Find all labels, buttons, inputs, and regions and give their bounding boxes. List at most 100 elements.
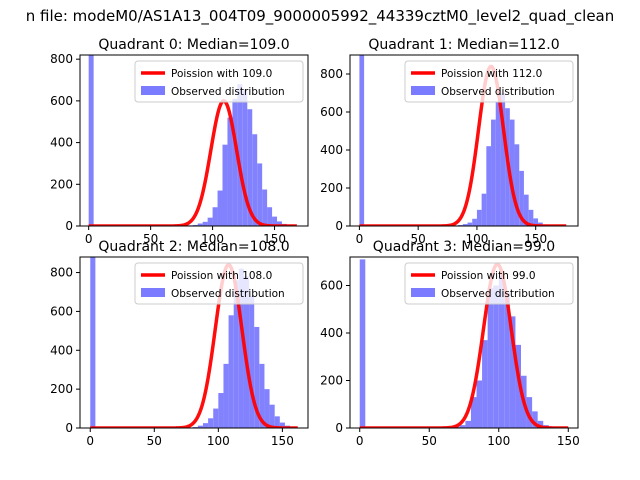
y-tick-label: 800 bbox=[50, 266, 73, 280]
y-tick-label: 400 bbox=[50, 136, 73, 150]
y-tick-label: 200 bbox=[320, 374, 343, 388]
histogram-bar bbox=[257, 163, 263, 226]
y-tick-label: 400 bbox=[320, 326, 343, 340]
legend-box bbox=[134, 262, 304, 305]
y-tick-label: 400 bbox=[320, 143, 343, 157]
legend-histogram-swatch bbox=[411, 288, 435, 297]
panel-title: Quadrant 1: Median=112.0 bbox=[368, 37, 559, 53]
histogram-bar bbox=[242, 90, 248, 226]
histogram-bar bbox=[476, 209, 482, 226]
histogram-bar bbox=[90, 257, 96, 428]
legend-histogram-label: Observed distribution bbox=[171, 86, 285, 98]
histogram-bar bbox=[218, 393, 224, 428]
histogram-bar bbox=[509, 316, 516, 428]
histogram-bar bbox=[208, 418, 214, 428]
histogram-bar bbox=[247, 109, 253, 226]
x-tick-label: 50 bbox=[411, 232, 426, 246]
histogram-bar bbox=[523, 194, 529, 226]
y-tick-label: 0 bbox=[65, 421, 73, 435]
histogram-bar bbox=[202, 423, 209, 428]
histogram-bar bbox=[279, 422, 285, 428]
poisson-fit-line bbox=[358, 64, 568, 226]
histogram-bar bbox=[272, 216, 278, 226]
histogram-bar bbox=[232, 98, 238, 226]
histogram-bar bbox=[514, 144, 520, 226]
legend: Poission with 112.0 Observed distribution bbox=[404, 60, 574, 103]
histogram-bar bbox=[504, 292, 510, 428]
histogram-bar bbox=[462, 224, 468, 226]
histogram-bar bbox=[533, 218, 539, 226]
histogram-bar bbox=[207, 217, 213, 226]
legend-fit-label: Poission with 109.0 bbox=[171, 68, 272, 80]
histogram-bar bbox=[274, 416, 280, 428]
x-tick-label: 50 bbox=[422, 434, 437, 448]
histogram-bar bbox=[498, 276, 505, 428]
legend: Poission with 108.0 Observed distribution bbox=[134, 262, 304, 305]
histogram-bar bbox=[252, 134, 258, 226]
axes-frame bbox=[79, 256, 309, 429]
y-tick-label: 200 bbox=[320, 181, 343, 195]
histogram-bar bbox=[470, 397, 477, 428]
legend-fit-label: Poission with 108.0 bbox=[171, 270, 272, 282]
chart-panel-0: 0 50 100 150 0 200 400 600 800 Quadrant 0: Median… bbox=[50, 37, 309, 246]
axes-frame bbox=[79, 54, 309, 227]
chart-panel-1: 0 50 100 150 0 200 400 600 800 Quadrant 1: Median… bbox=[320, 37, 579, 246]
x-tick-label: 100 bbox=[487, 434, 510, 448]
histogram-bar bbox=[197, 425, 203, 428]
histogram-bar bbox=[532, 411, 538, 428]
histogram-bar bbox=[491, 119, 496, 226]
figure-title: n file: modeM0/AS1A13_004T09_9000005992_… bbox=[26, 7, 615, 26]
x-tick-label: 150 bbox=[263, 232, 286, 246]
histogram-bar bbox=[493, 285, 499, 428]
y-tick-label: 0 bbox=[65, 219, 73, 233]
x-tick-label: 100 bbox=[201, 232, 224, 246]
x-tick-label: 150 bbox=[557, 434, 580, 448]
histogram-bar bbox=[237, 84, 243, 226]
histogram-bar bbox=[495, 102, 501, 226]
histogram-bar bbox=[500, 93, 506, 226]
y-tick-label: 0 bbox=[335, 421, 343, 435]
histogram-bar bbox=[202, 221, 208, 226]
legend-fit-label: Poission with 99.0 bbox=[441, 270, 536, 282]
y-tick-label: 800 bbox=[320, 67, 343, 81]
legend-fit-label: Poission with 112.0 bbox=[441, 68, 542, 80]
plot-area bbox=[358, 259, 572, 428]
histogram-bar bbox=[264, 389, 270, 428]
y-tick-label: 800 bbox=[50, 52, 73, 66]
x-tick-label: 50 bbox=[143, 232, 158, 246]
histogram-bar bbox=[223, 363, 229, 428]
histogram-bar bbox=[467, 222, 473, 226]
panels: 0 50 100 150 0 200 400 600 800 Quadrant 0: Median… bbox=[50, 37, 580, 448]
poisson-fit-line bbox=[89, 263, 299, 428]
plot-area bbox=[87, 55, 298, 226]
histogram-bar bbox=[217, 190, 223, 226]
x-tick-label: 100 bbox=[465, 232, 488, 246]
histogram-bar bbox=[88, 55, 94, 226]
histogram-bar bbox=[267, 207, 273, 226]
histogram-bar bbox=[359, 259, 366, 428]
y-tick-label: 200 bbox=[50, 382, 73, 396]
x-tick-label: 0 bbox=[356, 232, 364, 246]
histogram-bar bbox=[277, 221, 282, 226]
histogram-bar bbox=[515, 344, 521, 428]
y-tick-label: 600 bbox=[320, 105, 343, 119]
legend-box bbox=[404, 60, 574, 103]
histogram-bar bbox=[227, 117, 233, 226]
panel-title: Quadrant 3: Median=99.0 bbox=[373, 239, 555, 255]
chart-panel-3: 0 50 100 150 0 200 400 600 Quadrant 3: Median=99… bbox=[320, 239, 580, 448]
histogram-bar bbox=[262, 189, 268, 226]
histogram-bar bbox=[269, 404, 275, 428]
histogram-bar bbox=[459, 425, 466, 428]
histogram-bar bbox=[481, 193, 487, 226]
x-tick-label: 150 bbox=[271, 434, 294, 448]
x-tick-label: 0 bbox=[356, 434, 364, 448]
x-tick-label: 50 bbox=[147, 434, 162, 448]
histogram-bar bbox=[528, 209, 534, 226]
legend-histogram-swatch bbox=[141, 86, 165, 95]
histogram-bar bbox=[476, 380, 483, 428]
y-tick-label: 600 bbox=[50, 304, 73, 318]
y-tick-label: 600 bbox=[50, 94, 73, 108]
histogram-bar bbox=[359, 55, 365, 226]
panel-title: Quadrant 2: Median=108.0 bbox=[98, 239, 289, 255]
